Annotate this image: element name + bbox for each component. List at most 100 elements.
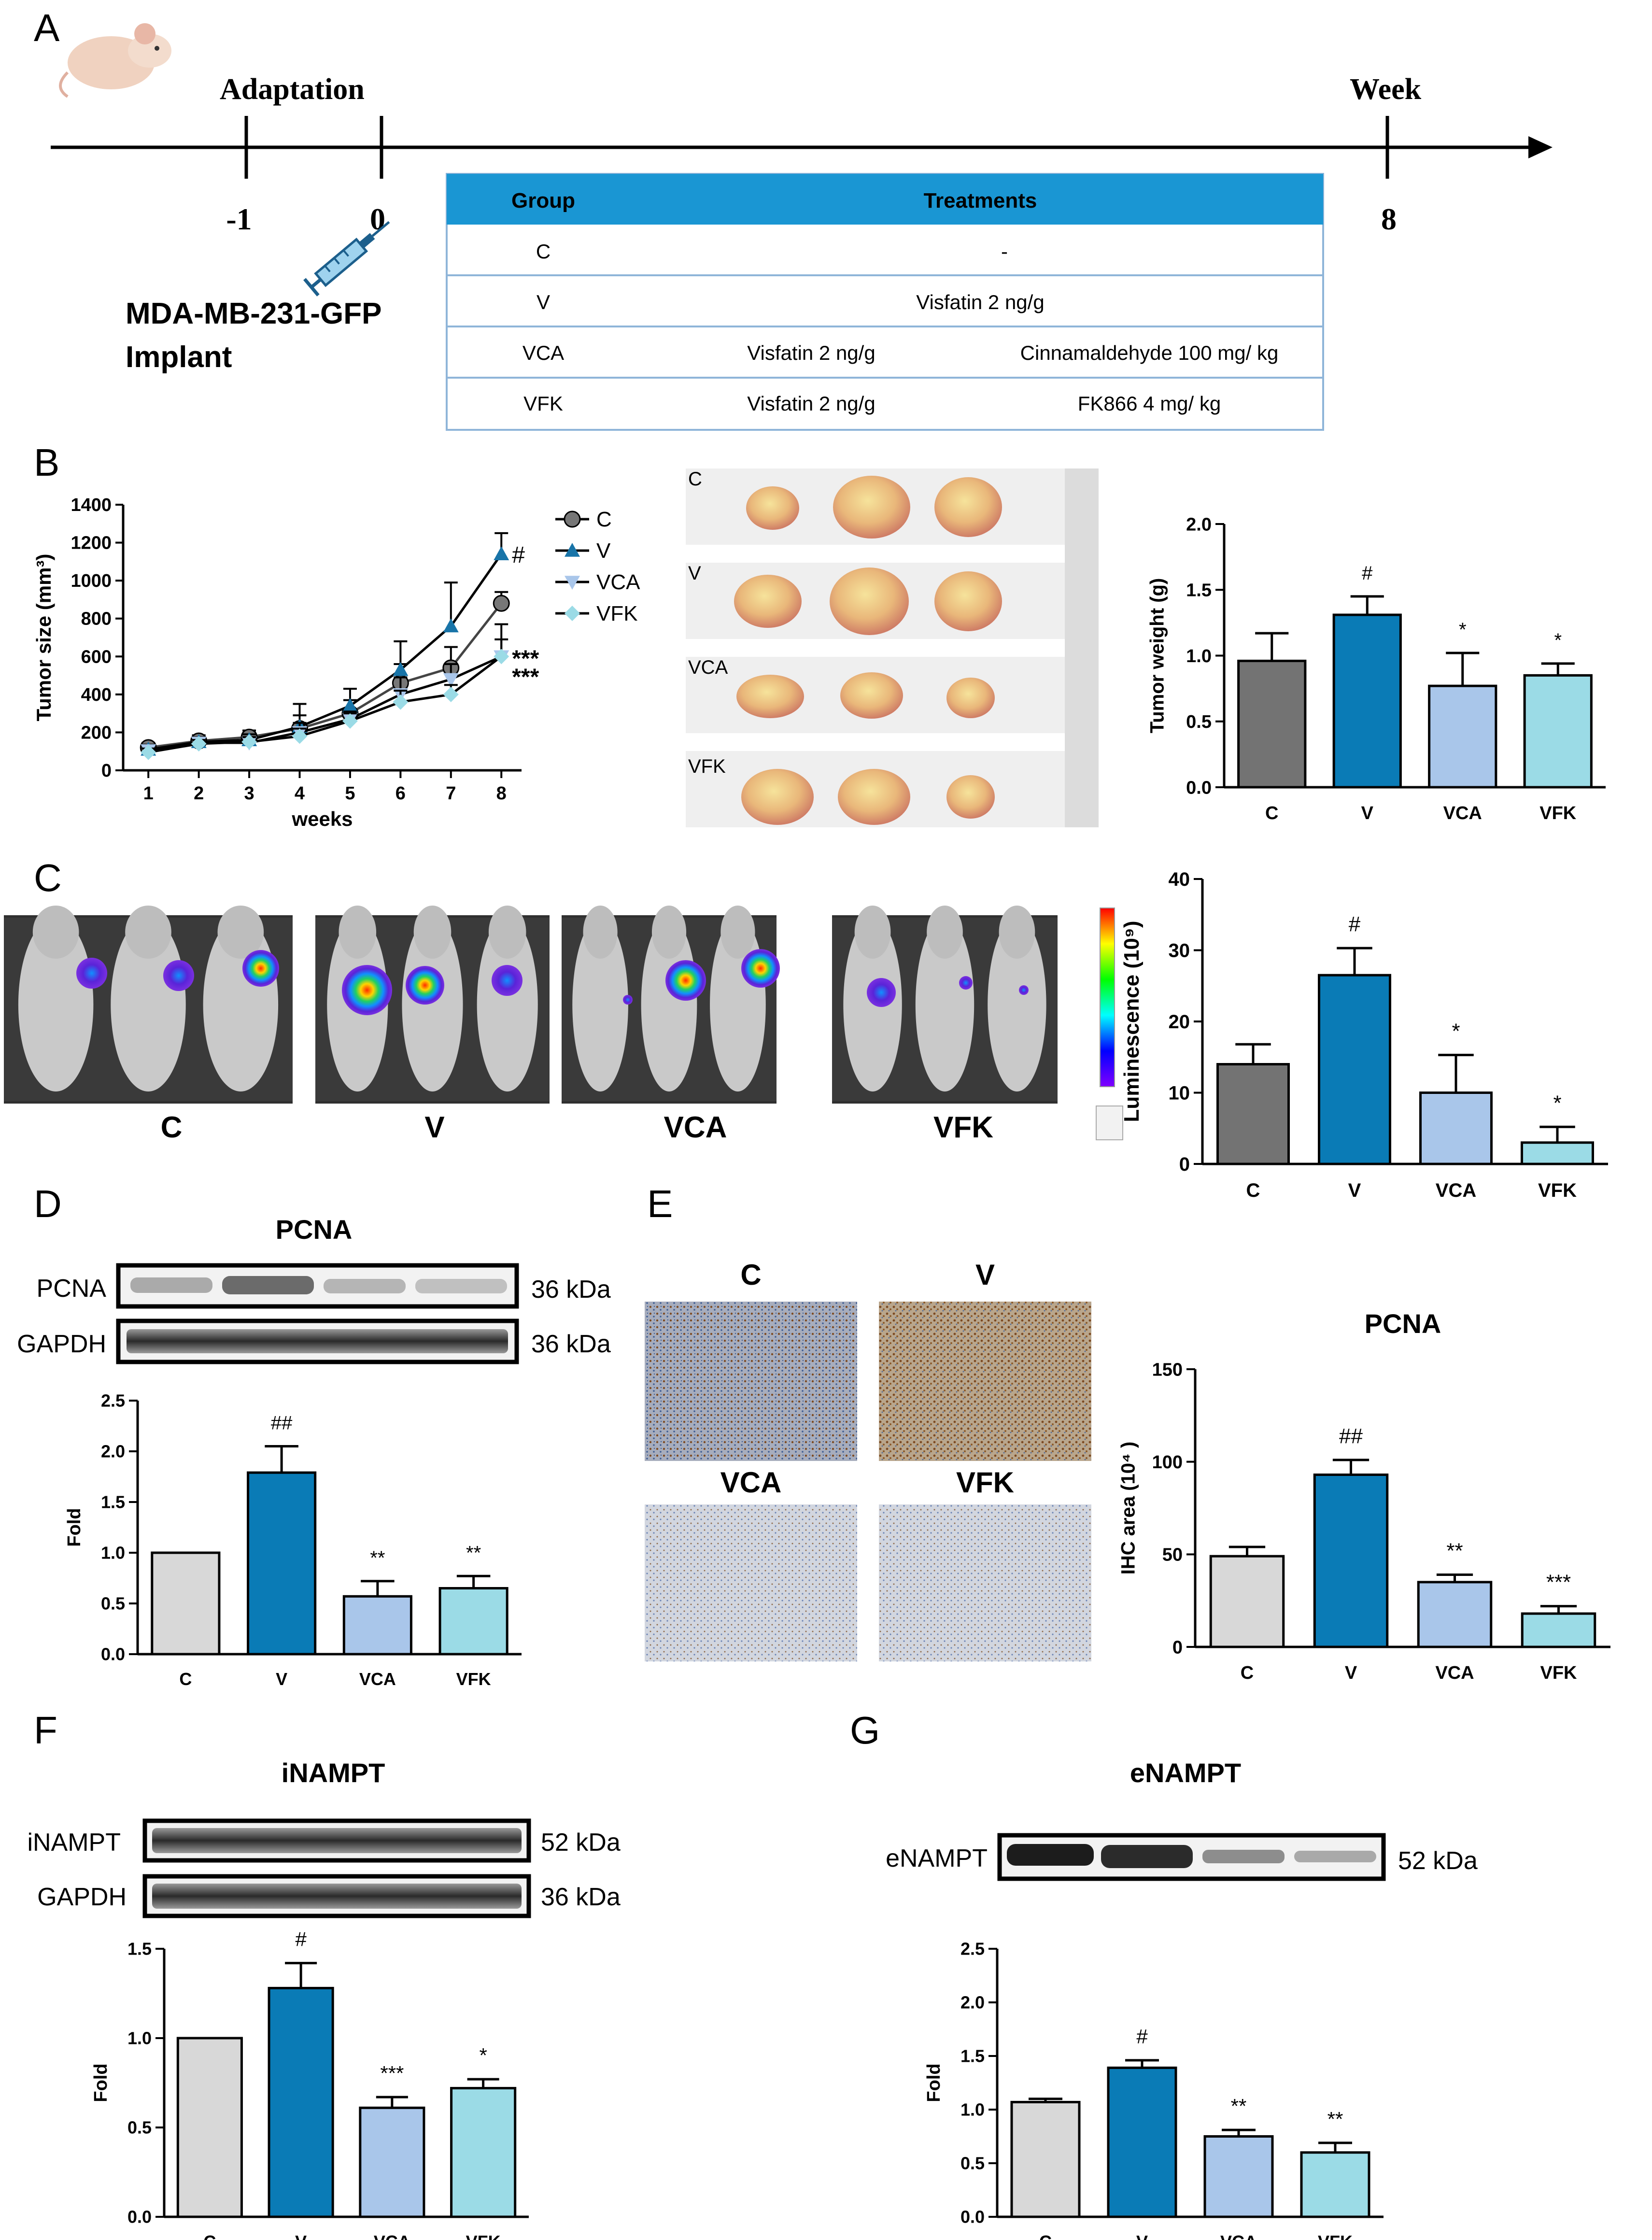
significance-mark: ** bbox=[466, 1542, 481, 1563]
luminescence-spot bbox=[665, 960, 706, 1001]
x-tick-label: VFK bbox=[466, 2232, 501, 2240]
mouse-head bbox=[651, 906, 687, 959]
x-tick-label: 3 bbox=[244, 783, 254, 804]
x-tick-label: V bbox=[276, 1669, 287, 1689]
data-point-vfk bbox=[241, 734, 257, 750]
ihc-label-vca: VCA bbox=[720, 1466, 782, 1499]
bar-vca bbox=[1203, 2135, 1274, 2218]
y-tick-label: 0.0 bbox=[1186, 778, 1212, 798]
luminescence-spot bbox=[741, 949, 780, 988]
mouse-head bbox=[720, 906, 755, 959]
bar-v bbox=[1318, 974, 1391, 1165]
panel-c: C C V VCA VFK 0 10 20 30 40 C # V * VCA * VFK Lumine… bbox=[4, 856, 1608, 1201]
panel-label-b: B bbox=[34, 441, 59, 484]
mouse-icon bbox=[59, 23, 171, 98]
y-tick-label: 1.0 bbox=[101, 1543, 125, 1563]
mouse-body bbox=[111, 918, 186, 1092]
luminescence-spot bbox=[163, 960, 194, 991]
table-row-group: VFK bbox=[523, 392, 563, 415]
treatment-table: Group Treatments C - V Visfatin 2 ng/g V… bbox=[446, 173, 1324, 431]
x-tick-label: VCA bbox=[1220, 2232, 1257, 2240]
table-row-group: V bbox=[537, 291, 550, 313]
chart-f-fold: 0.0 0.5 1.0 1.5 C # V *** VCA * VFK Fold bbox=[91, 1928, 529, 2240]
blot-f-row-name: GAPDH bbox=[37, 1883, 127, 1911]
bar-vca bbox=[1428, 684, 1497, 789]
data-point-vfk bbox=[191, 736, 207, 751]
significance-mark: *** bbox=[1546, 1571, 1571, 1594]
x-tick-label: V bbox=[1136, 2232, 1148, 2240]
blot-d-row-kda: 36 kDa bbox=[531, 1276, 611, 1304]
y-axis-label: Fold bbox=[64, 1508, 85, 1546]
panel-f: F iNAMPT iNAMPT 52 kDa GAPDH 36 kDa 0.00… bbox=[27, 1709, 620, 2240]
imaging-label-vfk: VFK bbox=[933, 1111, 993, 1144]
significance-mark: # bbox=[512, 542, 525, 568]
x-tick-label: C bbox=[1039, 2232, 1052, 2240]
photo-label-vfk: VFK bbox=[688, 756, 726, 777]
mouse-head bbox=[999, 906, 1035, 959]
table-header-group: Group bbox=[511, 189, 575, 213]
y-axis-label: Fold bbox=[924, 2063, 944, 2102]
blot-g-row-kda: 52 kDa bbox=[1398, 1847, 1478, 1875]
panel-label-f: F bbox=[34, 1709, 57, 1752]
imaging-label-vca: VCA bbox=[664, 1111, 727, 1144]
panel-e: E C V VCA VFK 0 50 100 150 C ## V ** VCA *** VFK IH… bbox=[645, 1182, 1610, 1683]
blot-d-row-name: GAPDH bbox=[17, 1330, 106, 1358]
y-tick-label: 2.5 bbox=[960, 1939, 985, 1959]
blot-f bbox=[142, 1818, 531, 1918]
mouse-head bbox=[927, 906, 963, 959]
x-tick-label: VFK bbox=[1318, 2232, 1353, 2240]
ihc-label-c: C bbox=[740, 1259, 761, 1291]
y-tick-label: 1.5 bbox=[1186, 581, 1212, 601]
y-tick-label: 2.0 bbox=[1186, 514, 1212, 535]
y-tick-label: 1400 bbox=[71, 495, 112, 515]
bar-vfk bbox=[1300, 2151, 1370, 2218]
bar-v bbox=[1107, 2066, 1177, 2218]
timeline-axis bbox=[51, 116, 1553, 179]
tumor-row-vfk bbox=[741, 769, 995, 825]
x-tick-label: 2 bbox=[194, 783, 204, 804]
luminescence-spot bbox=[342, 965, 392, 1015]
bar-c bbox=[176, 2037, 243, 2218]
table-row-treatment: FK866 4 mg/ kg bbox=[1078, 392, 1221, 415]
blot-d-row-kda: 36 kDa bbox=[531, 1330, 611, 1358]
y-tick-label: 100 bbox=[1152, 1452, 1183, 1473]
panel-g: G eNAMPT eNAMPT 52 kDa 0.0 0.5 1.0 1.5 2.0 2.… bbox=[850, 1709, 1478, 2240]
significance-mark: * bbox=[1554, 630, 1562, 651]
x-tick-label: 4 bbox=[295, 783, 305, 804]
ihc-image-v bbox=[879, 1302, 1091, 1461]
x-axis-label: weeks bbox=[291, 808, 353, 830]
x-tick-label: VCA bbox=[1436, 1180, 1476, 1201]
y-tick-label: 2.0 bbox=[101, 1442, 125, 1461]
data-point-v bbox=[494, 546, 509, 560]
table-row-treatment: Visfatin 2 ng/g bbox=[916, 291, 1044, 313]
table-header-treatments: Treatments bbox=[924, 189, 1037, 213]
data-point-vfk bbox=[292, 728, 308, 744]
y-tick-label: 1.0 bbox=[960, 2100, 985, 2120]
mouse-head bbox=[854, 906, 891, 959]
blot-d bbox=[116, 1263, 519, 1364]
significance-mark: * bbox=[1452, 1019, 1460, 1043]
bar-vfk bbox=[450, 2087, 517, 2218]
legend-marker bbox=[565, 576, 580, 590]
x-tick-label: VFK bbox=[456, 1669, 491, 1689]
bar-vca bbox=[1417, 1581, 1493, 1648]
legend: CV VCA VFK bbox=[555, 508, 640, 625]
x-tick-label: C bbox=[179, 1669, 192, 1689]
chart-b-weight: 0.0 0.5 1.0 1.5 2.0 C # V * VCA * VFK Tumor weight (… bbox=[1147, 514, 1606, 823]
bar-vfk bbox=[1521, 1141, 1594, 1165]
legend-label-vfk: VFK bbox=[596, 602, 638, 625]
significance-mark: # bbox=[1349, 912, 1361, 936]
data-point-vfk bbox=[141, 744, 156, 760]
legend-label-vca: VCA bbox=[596, 570, 640, 594]
legend-label-c: C bbox=[596, 508, 612, 531]
bar-vfk bbox=[1521, 1612, 1596, 1648]
data-point-vfk bbox=[443, 686, 459, 702]
mouse-head bbox=[339, 906, 377, 959]
y-tick-label: 0.5 bbox=[960, 2154, 985, 2173]
y-tick-label: 1.5 bbox=[960, 2046, 985, 2066]
panel-b: B 0 200 400 600 800 1000 1200 1400 1 2 3 4 5 6 7 8 weeks… bbox=[32, 441, 1606, 830]
data-point-vfk bbox=[494, 649, 509, 665]
mouse-head bbox=[488, 906, 526, 959]
bar-c bbox=[1209, 1555, 1285, 1648]
